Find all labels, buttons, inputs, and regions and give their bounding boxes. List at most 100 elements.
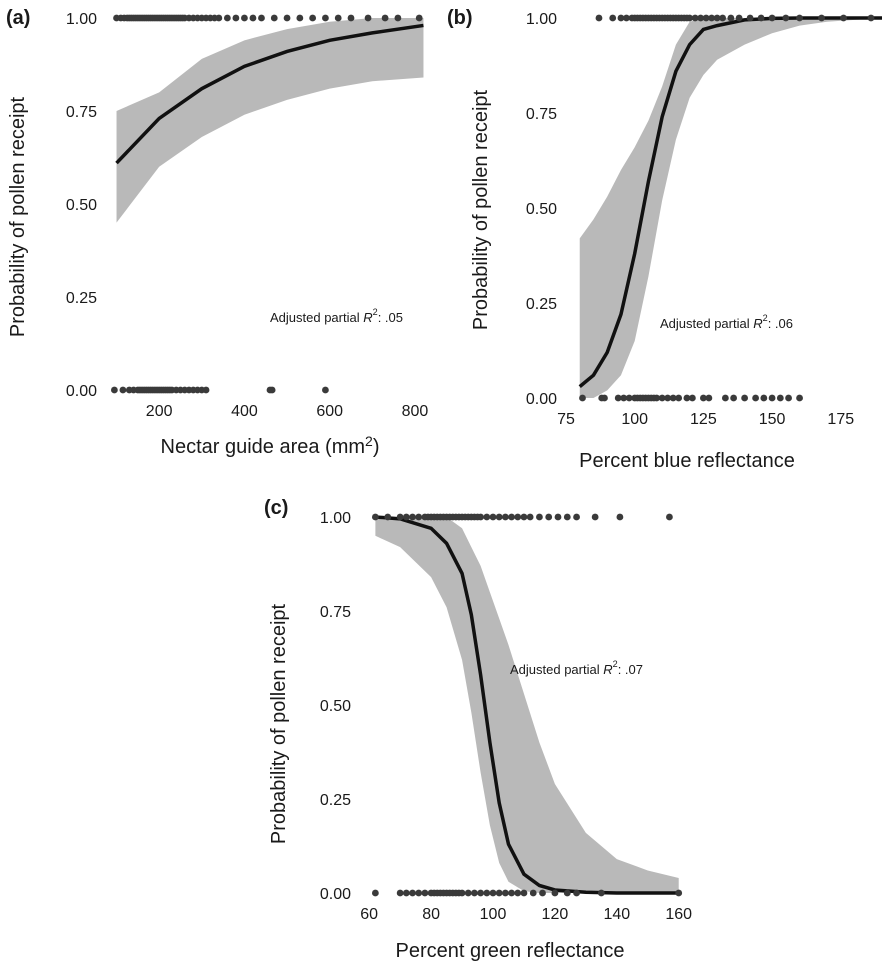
data-point xyxy=(609,14,617,22)
data-point xyxy=(458,889,466,897)
data-point xyxy=(283,14,291,22)
data-point xyxy=(384,513,392,521)
y-tick-label: 0.25 xyxy=(66,290,97,307)
data-point xyxy=(601,394,608,402)
x-tick-label: 200 xyxy=(146,403,173,420)
data-point xyxy=(110,386,118,394)
data-point xyxy=(699,394,707,402)
data-point xyxy=(597,889,605,897)
data-point xyxy=(402,889,410,897)
data-point xyxy=(464,889,472,897)
x-tick-label: 100 xyxy=(621,411,648,428)
data-point xyxy=(529,889,537,897)
data-point xyxy=(691,14,699,22)
data-point xyxy=(495,889,503,897)
data-point xyxy=(735,14,743,22)
data-point xyxy=(757,14,765,22)
data-point xyxy=(760,394,768,402)
r2-annotation: Adjusted partial R2: .06 xyxy=(660,313,793,331)
data-point xyxy=(727,14,735,22)
data-point xyxy=(514,889,522,897)
data-point xyxy=(675,889,683,897)
data-point xyxy=(483,889,491,897)
data-point xyxy=(270,14,278,22)
data-point xyxy=(782,14,790,22)
y-tick-label: 0.00 xyxy=(320,886,351,903)
panel-label: (a) xyxy=(6,7,30,29)
y-tick-label: 0.00 xyxy=(66,383,97,400)
data-point xyxy=(508,889,515,897)
data-point xyxy=(421,889,429,897)
fitted-curve xyxy=(578,16,882,388)
data-point xyxy=(309,14,317,22)
data-point xyxy=(396,889,404,897)
confidence-band xyxy=(375,517,679,893)
panel-c: (c) 0.00 0.25 0.50 0.75 1.00 60 80 100 120 140 160… xyxy=(264,497,692,962)
x-axis-title: Nectar guide area (mm2) xyxy=(161,433,380,458)
data-point xyxy=(508,513,515,521)
data-point xyxy=(796,14,803,22)
data-point xyxy=(719,14,727,22)
data-point xyxy=(514,513,522,521)
data-point xyxy=(702,14,710,22)
data-point xyxy=(658,394,666,402)
data-point xyxy=(785,394,792,402)
data-point xyxy=(396,513,404,521)
data-point xyxy=(840,14,847,22)
panel-a: (a) 0.00 0.25 0.50 0.75 1.00 200 400 600 800 Adj… xyxy=(6,7,428,458)
x-tick-label: 120 xyxy=(542,906,569,923)
x-tick-label: 100 xyxy=(480,906,507,923)
data-point xyxy=(415,14,423,22)
x-tick-label: 400 xyxy=(231,403,258,420)
panel-b: (b) 0.00 0.25 0.50 0.75 1.00 75 100 125 150 175 A… xyxy=(447,7,882,472)
y-tick-label: 0.25 xyxy=(320,792,351,809)
y-tick-label: 0.50 xyxy=(320,698,351,715)
data-point xyxy=(536,513,543,521)
y-tick-label: 1.00 xyxy=(526,11,557,28)
plot-area: 0.00 0.25 0.50 0.75 1.00 60 80 100 120 140 160 xyxy=(320,510,692,923)
data-point xyxy=(721,394,729,402)
data-point xyxy=(501,513,509,521)
data-point xyxy=(686,14,694,22)
confidence-band xyxy=(579,18,882,398)
panel-label: (b) xyxy=(447,7,473,29)
data-point xyxy=(752,394,759,402)
fitted-curve xyxy=(115,23,424,165)
data-point xyxy=(477,513,485,521)
data-point xyxy=(409,513,416,521)
data-point xyxy=(713,14,721,22)
data-point xyxy=(591,513,599,521)
data-point xyxy=(347,14,355,22)
x-tick-label: 150 xyxy=(759,411,786,428)
data-point xyxy=(683,394,691,402)
y-tick-label: 0.50 xyxy=(526,201,557,218)
data-point xyxy=(520,513,528,521)
data-point xyxy=(617,14,625,22)
data-point xyxy=(741,394,749,402)
data-point xyxy=(402,513,410,521)
data-point xyxy=(526,513,534,521)
data-point xyxy=(471,889,478,897)
data-point xyxy=(730,394,738,402)
data-point xyxy=(614,394,622,402)
data-point xyxy=(776,394,784,402)
fitted-curve xyxy=(375,515,679,895)
data-point xyxy=(573,889,580,897)
data-point xyxy=(563,513,571,521)
y-tick-label: 0.50 xyxy=(66,197,97,214)
y-tick-label: 1.00 xyxy=(66,11,97,28)
data-point xyxy=(119,386,127,394)
data-point xyxy=(415,513,423,521)
r2-annotation: Adjusted partial R2: .07 xyxy=(510,659,643,677)
x-axis-title: Percent blue reflectance xyxy=(579,450,795,472)
x-tick-label: 800 xyxy=(402,403,429,420)
data-point xyxy=(364,14,372,22)
x-tick-label: 60 xyxy=(360,906,378,923)
data-point xyxy=(666,513,673,521)
data-point xyxy=(334,14,342,22)
data-point xyxy=(241,14,248,22)
data-point xyxy=(554,513,562,521)
plot-area: 0.00 0.25 0.50 0.75 1.00 75 100 125 150 175 xyxy=(526,11,882,428)
y-axis-title: Probability of pollen receipt xyxy=(470,89,492,330)
